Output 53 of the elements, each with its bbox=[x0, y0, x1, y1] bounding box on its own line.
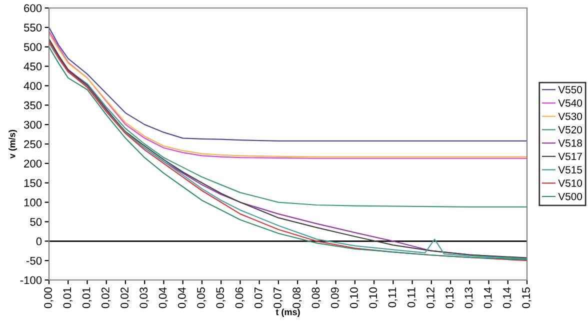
y-tick-label: 100 bbox=[24, 198, 42, 206]
y-tick-label: 200 bbox=[24, 160, 42, 168]
x-tick-label: 0,14 bbox=[502, 287, 512, 308]
y-tick-label: 550 bbox=[24, 24, 42, 32]
y-tick-label: 300 bbox=[24, 120, 42, 129]
x-tick-label: 0,00 bbox=[44, 287, 54, 308]
x-tick-label: 0,13 bbox=[464, 287, 474, 308]
x-tick-label: 0,13 bbox=[446, 287, 455, 308]
x-tick-label: 0,12 bbox=[426, 288, 436, 308]
y-tick-label: 0 bbox=[36, 237, 42, 246]
x-tick-label: 0,01 bbox=[63, 287, 72, 308]
y-axis-title: v (m/s) bbox=[8, 130, 18, 159]
x-tick-label: 0,11 bbox=[407, 287, 417, 308]
x-tick-label: 0,06 bbox=[235, 287, 244, 308]
x-tick-label: 0,05 bbox=[197, 287, 206, 308]
x-tick-label: 0,11 bbox=[388, 287, 398, 308]
y-tick-label: 150 bbox=[24, 179, 42, 187]
x-tick-label: 0,07 bbox=[254, 288, 264, 308]
x-tick-label: 0,09 bbox=[330, 287, 340, 308]
x-tick-label: 0,01 bbox=[82, 287, 92, 308]
x-axis-title: t (ms) bbox=[276, 308, 300, 317]
x-tick-label: 0,03 bbox=[140, 287, 149, 308]
x-tick-label: 0,04 bbox=[158, 287, 168, 308]
legend-label: V550 bbox=[558, 86, 582, 94]
x-tick-label: 0,05 bbox=[216, 287, 226, 308]
legend-label: V520 bbox=[558, 126, 582, 134]
legend-label: V518 bbox=[558, 139, 582, 147]
x-tick-label: 0,02 bbox=[101, 288, 111, 308]
x-tick-label: 0,07 bbox=[274, 288, 283, 308]
legend-label: V510 bbox=[558, 179, 582, 187]
y-tick-label: 250 bbox=[24, 140, 42, 148]
x-tick-label: 0,08 bbox=[312, 287, 321, 308]
legend-label: V517 bbox=[558, 152, 582, 160]
y-tick-label: 400 bbox=[24, 82, 42, 90]
y-tick-label: -100 bbox=[20, 276, 42, 284]
x-tick-label: 0,08 bbox=[292, 287, 302, 308]
x-tick-label: 0,15 bbox=[522, 287, 532, 308]
y-tick-label: 350 bbox=[24, 101, 42, 110]
legend-label: V500 bbox=[558, 192, 582, 200]
x-tick-label: 0,14 bbox=[484, 287, 494, 308]
legend-label: V530 bbox=[558, 112, 582, 120]
legend-label: V515 bbox=[558, 166, 582, 174]
x-tick-label: 0,02 bbox=[120, 288, 130, 308]
y-tick-label: 600 bbox=[24, 4, 42, 12]
x-tick-label: 0,10 bbox=[369, 287, 378, 308]
y-tick-label: 500 bbox=[24, 43, 42, 51]
x-tick-label: 0,04 bbox=[178, 287, 188, 308]
y-tick-label: 450 bbox=[24, 62, 42, 70]
x-tick-label: 0,10 bbox=[350, 287, 360, 308]
legend-label: V540 bbox=[558, 99, 582, 107]
y-tick-label: -50 bbox=[26, 256, 42, 265]
line-series bbox=[49, 26, 527, 142]
y-tick-label: 50 bbox=[30, 218, 42, 226]
